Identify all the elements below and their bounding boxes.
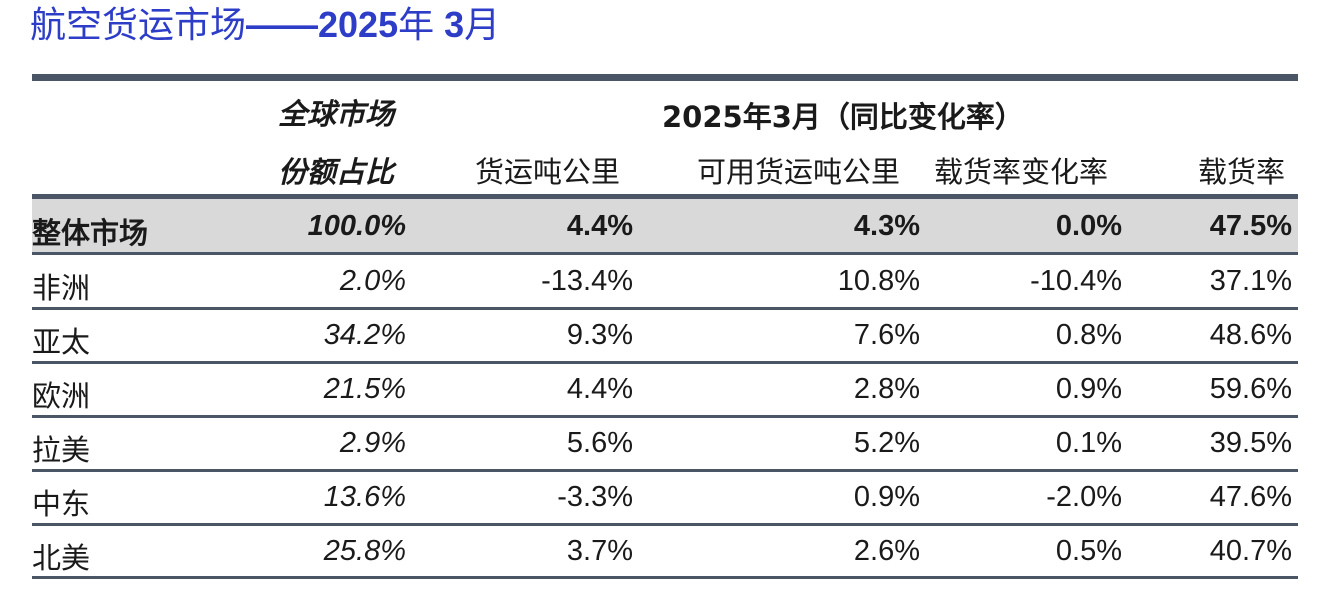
ctk-cell: 5.6% (566, 427, 633, 459)
lf-change-cell: 0.9% (1055, 373, 1122, 405)
page-title: 航空货运市场——2025年 3月 (30, 2, 500, 48)
header-group-title: 2025年3月（同比变化率） (662, 100, 1024, 134)
header-share-line2: 份额占比 (278, 155, 395, 189)
title-month: 3 (434, 4, 465, 45)
region-label: 欧洲 (32, 379, 91, 413)
region-label: 非洲 (32, 271, 91, 305)
title-year: ——2025 (246, 4, 399, 45)
table-row-total: 整体市场 100.0% 4.4% 4.3% 0.0% 47.5% (32, 199, 1298, 252)
header-bottom-rule (32, 194, 1298, 199)
actk-cell: 7.6% (853, 319, 920, 351)
table-row: 拉美 2.9% 5.6% 5.2% 0.1% 39.5% (32, 418, 1298, 469)
ctk-cell: -13.4% (541, 265, 633, 297)
total-lf: 47.5% (1209, 210, 1292, 242)
ctk-cell: -3.3% (557, 481, 633, 513)
region-label: 北美 (32, 541, 91, 575)
title-month-char: 月 (464, 5, 501, 46)
actk-cell: 10.8% (837, 265, 920, 297)
header-col-lf: 载货率 (1198, 155, 1286, 189)
total-actk: 4.3% (853, 210, 920, 242)
total-lf-change: 0.0% (1055, 210, 1122, 242)
actk-cell: 2.6% (853, 535, 920, 567)
row-rule (32, 523, 1298, 526)
total-region: 整体市场 (32, 216, 149, 250)
share-cell: 2.0% (339, 265, 406, 297)
region-label: 拉美 (32, 433, 91, 467)
table-row: 北美 25.8% 3.7% 2.6% 0.5% 40.7% (32, 526, 1298, 576)
total-ctk: 4.4% (566, 210, 633, 242)
lf-cell: 40.7% (1209, 535, 1292, 567)
share-cell: 34.2% (323, 319, 406, 351)
lf-change-cell: 0.1% (1055, 427, 1122, 459)
header-col-lf-change: 载货率变化率 (934, 155, 1109, 189)
lf-change-cell: -10.4% (1030, 265, 1122, 297)
row-rule (32, 307, 1298, 310)
header-col-actk: 可用货运吨公里 (697, 155, 901, 189)
row-rule (32, 469, 1298, 472)
share-cell: 2.9% (339, 427, 406, 459)
row-rule (32, 361, 1298, 364)
table-row: 中东 13.6% -3.3% 0.9% -2.0% 47.6% (32, 472, 1298, 523)
actk-cell: 2.8% (853, 373, 920, 405)
lf-cell: 37.1% (1209, 265, 1292, 297)
table-top-rule (32, 74, 1298, 81)
share-cell: 13.6% (323, 481, 406, 513)
lf-change-cell: -2.0% (1046, 481, 1122, 513)
ctk-cell: 4.4% (566, 373, 633, 405)
table-row: 非洲 2.0% -13.4% 10.8% -10.4% 37.1% (32, 255, 1298, 307)
title-prefix: 航空货运市场 (30, 5, 247, 46)
region-label: 中东 (32, 487, 91, 521)
lf-cell: 47.6% (1209, 481, 1292, 513)
share-cell: 21.5% (323, 373, 406, 405)
lf-cell: 59.6% (1209, 373, 1292, 405)
region-label: 亚太 (32, 325, 91, 359)
header-col-ctk: 货运吨公里 (475, 155, 621, 189)
table-bottom-rule (32, 576, 1298, 579)
ctk-cell: 9.3% (566, 319, 633, 351)
row-rule (32, 415, 1298, 418)
share-cell: 25.8% (323, 535, 406, 567)
lf-change-cell: 0.5% (1055, 535, 1122, 567)
lf-change-cell: 0.8% (1055, 319, 1122, 351)
lf-cell: 39.5% (1209, 427, 1292, 459)
actk-cell: 0.9% (853, 481, 920, 513)
table-row: 亚太 34.2% 9.3% 7.6% 0.8% 48.6% (32, 310, 1298, 361)
row-rule (32, 252, 1298, 255)
total-share: 100.0% (307, 210, 406, 242)
ctk-cell: 3.7% (566, 535, 633, 567)
actk-cell: 5.2% (853, 427, 920, 459)
header-share-line1: 全球市场 (278, 97, 395, 131)
title-year-char: 年 (398, 5, 435, 46)
lf-cell: 48.6% (1209, 319, 1292, 351)
table-row: 欧洲 21.5% 4.4% 2.8% 0.9% 59.6% (32, 364, 1298, 415)
